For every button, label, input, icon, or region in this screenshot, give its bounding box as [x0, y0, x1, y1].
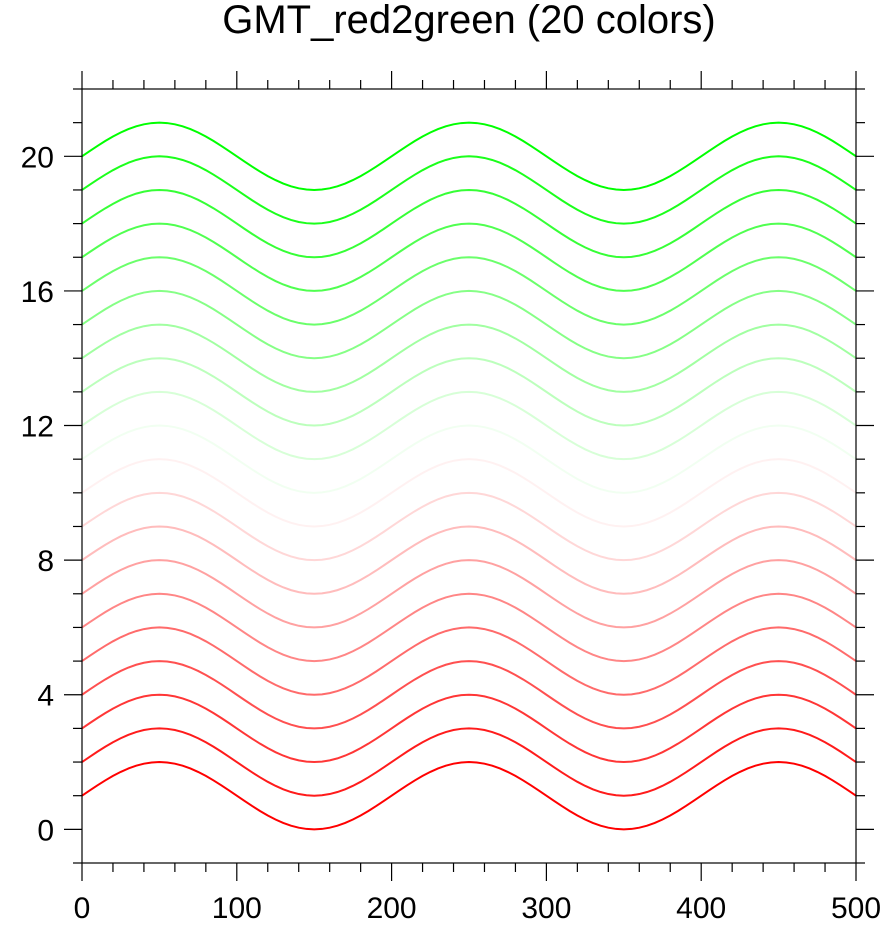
series-line-2 — [81, 727, 857, 797]
series-line-19 — [81, 155, 857, 225]
axis-layer: 0 100 200 300 400 500 0 4 8 12 16 20 — [21, 71, 881, 925]
y-tick-label: 4 — [37, 680, 54, 713]
x-tick-label: 500 — [831, 892, 881, 925]
x-tick-label: 400 — [676, 892, 726, 925]
y-tick-label: 8 — [37, 545, 54, 578]
series-line-6 — [81, 592, 857, 663]
x-tick-label: 200 — [367, 892, 417, 925]
chart-title: GMT_red2green (20 colors) — [222, 0, 716, 42]
series-line-11 — [81, 424, 857, 494]
series-line-17 — [81, 222, 857, 292]
y-tick-label: 12 — [21, 411, 54, 444]
series-line-3 — [81, 693, 857, 764]
series-line-1 — [81, 761, 857, 831]
series-line-20 — [81, 121, 857, 191]
series-line-7 — [81, 559, 857, 629]
series-line-16 — [81, 256, 857, 326]
plot-frame — [81, 88, 857, 864]
series-layer — [81, 121, 857, 831]
series-line-9 — [81, 491, 857, 562]
series-line-10 — [81, 458, 857, 528]
series-line-8 — [81, 525, 857, 595]
series-line-5 — [81, 626, 857, 696]
x-tick-label: 100 — [212, 892, 262, 925]
series-line-12 — [81, 390, 857, 461]
series-line-18 — [81, 188, 857, 259]
y-tick-label: 16 — [21, 276, 54, 309]
series-line-14 — [81, 323, 857, 393]
y-tick-label: 0 — [37, 814, 54, 847]
y-tick-label: 20 — [21, 141, 54, 174]
series-line-4 — [81, 660, 857, 730]
x-tick-label: 0 — [74, 892, 91, 925]
series-line-13 — [81, 357, 857, 427]
x-tick-label: 300 — [521, 892, 571, 925]
series-line-15 — [81, 289, 857, 360]
